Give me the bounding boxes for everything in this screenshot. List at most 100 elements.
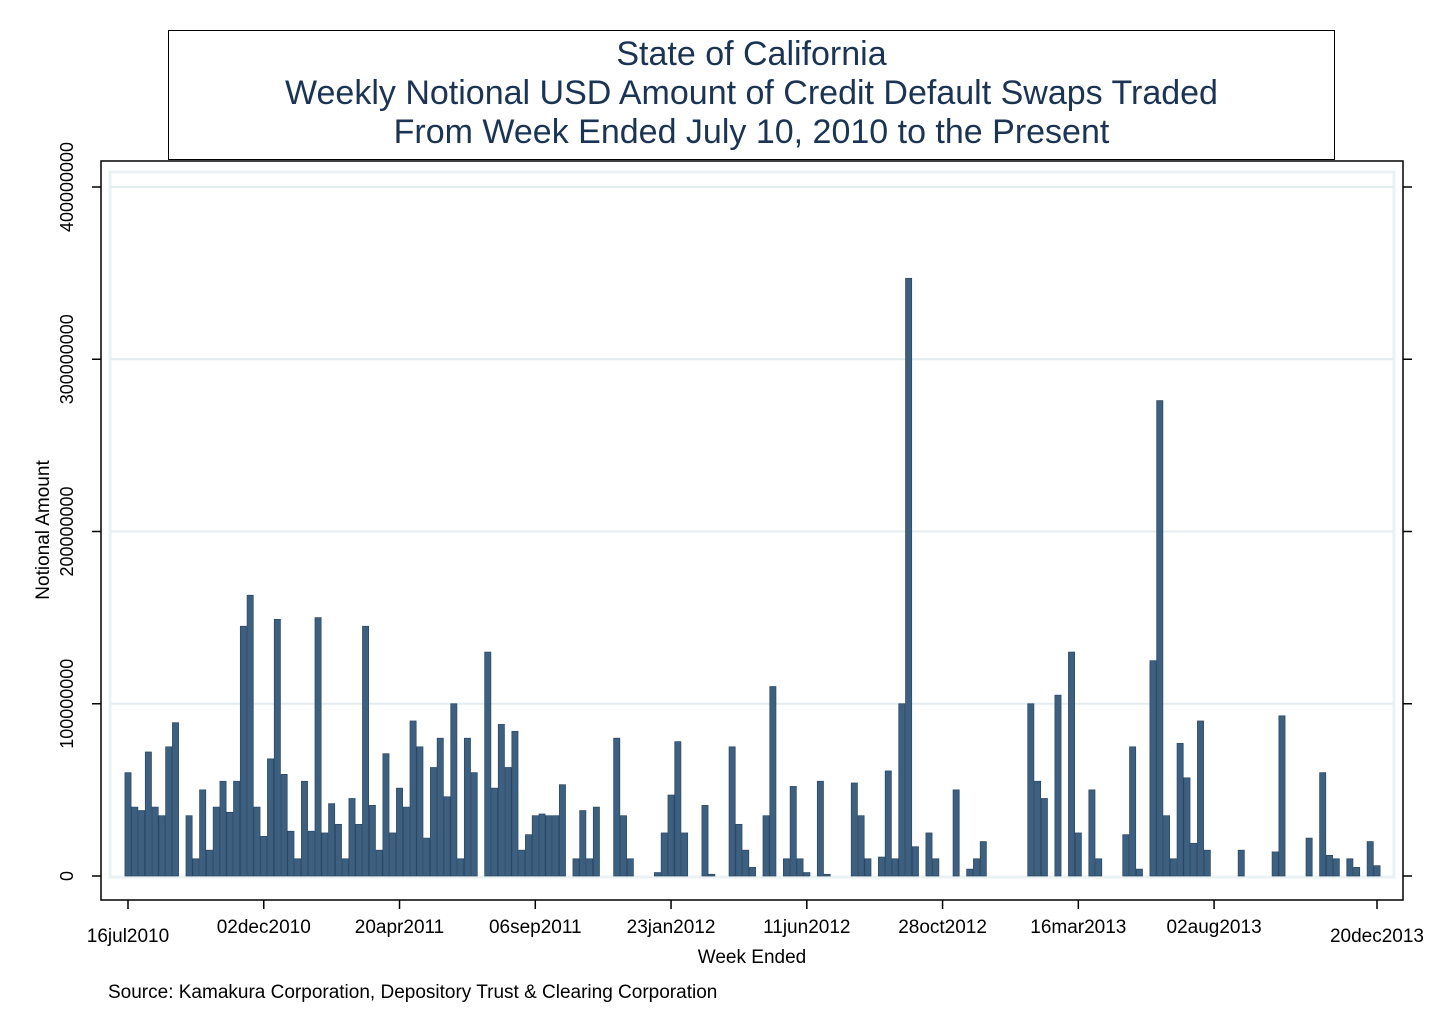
bar (803, 872, 811, 877)
bar (348, 798, 356, 877)
y-tick-label: 400000000 (57, 142, 77, 232)
bar (1319, 772, 1327, 877)
bar (362, 625, 370, 877)
bar (260, 836, 268, 877)
bar (124, 772, 132, 877)
bar (402, 806, 410, 877)
x-tick-label: 23jan2012 (627, 917, 716, 938)
bar (1271, 851, 1279, 877)
bar (898, 703, 906, 877)
bar (558, 784, 566, 877)
bar (341, 858, 349, 877)
bar (701, 805, 709, 877)
x-tick-label: 20dec2013 (1330, 926, 1424, 947)
gridlines (111, 186, 1393, 705)
bar (966, 868, 974, 877)
bar (457, 858, 465, 877)
bar (952, 789, 960, 877)
chart-title-line-1: State of California (616, 35, 887, 73)
bar (1278, 715, 1286, 877)
bar (314, 617, 322, 877)
bar (416, 746, 424, 877)
bar (1183, 777, 1191, 877)
y-tick-label: 0 (57, 871, 77, 881)
bar (246, 594, 254, 877)
bar (1135, 868, 1143, 877)
bar (905, 277, 913, 877)
bar (239, 625, 247, 877)
bar (1129, 746, 1137, 877)
bar (328, 803, 336, 877)
bar (409, 720, 417, 877)
axes: 0 100000000 200000000 300000000 400000000 16j… (57, 142, 1424, 947)
bar (518, 849, 526, 877)
bar (1203, 849, 1211, 877)
bar (1353, 867, 1361, 877)
bar (1176, 743, 1184, 877)
bar (423, 837, 431, 877)
bar (592, 806, 600, 877)
bar (1027, 703, 1035, 877)
bar (287, 830, 295, 877)
bar (762, 815, 770, 877)
bar (226, 811, 234, 877)
bar (749, 867, 756, 877)
bar (878, 856, 885, 877)
bar (1373, 865, 1381, 877)
bar (613, 737, 621, 877)
bar (280, 774, 288, 877)
bar (1040, 798, 1048, 877)
bar (911, 846, 919, 877)
bar (138, 810, 146, 877)
bar (823, 873, 831, 877)
bar (1305, 837, 1313, 877)
bar (375, 849, 383, 877)
bar (321, 832, 329, 877)
bar (674, 741, 682, 877)
bar (782, 858, 790, 877)
bar (470, 772, 478, 877)
bar (504, 767, 512, 877)
bar (1095, 858, 1103, 877)
bar (172, 722, 179, 877)
bar (131, 806, 139, 877)
bar (1088, 789, 1096, 877)
bar (382, 753, 390, 877)
bar (796, 858, 804, 877)
bar (857, 815, 865, 877)
bar (151, 806, 159, 877)
x-tick-label: 20apr2011 (355, 917, 444, 938)
y-tick-label: 200000000 (57, 486, 77, 576)
bar (1068, 651, 1075, 877)
bar (1122, 834, 1130, 877)
bar (450, 703, 458, 877)
bar (525, 834, 532, 877)
bar (579, 810, 587, 877)
bar (355, 823, 363, 877)
y-tick-label: 100000000 (57, 659, 77, 749)
chart-title-box: State of California Weekly Notional USD … (168, 30, 1335, 160)
source-note: Source: Kamakura Corporation, Depository… (108, 982, 718, 1003)
bar (850, 782, 858, 877)
x-tick-label: 11jun2012 (763, 917, 850, 938)
bar (192, 858, 200, 877)
bar (728, 746, 736, 877)
bar (586, 858, 594, 877)
bar (1346, 858, 1354, 877)
bar (253, 806, 261, 877)
bar (1190, 842, 1198, 877)
bar (681, 832, 689, 877)
bar (443, 796, 451, 877)
bar (307, 830, 315, 877)
chart-title-line-2: Weekly Notional USD Amount of Credit Def… (285, 74, 1218, 112)
bar (1149, 660, 1157, 877)
bar (396, 787, 403, 877)
bar (789, 786, 797, 877)
bar (816, 780, 824, 877)
bar (368, 805, 376, 877)
bar (769, 686, 777, 877)
bar (545, 815, 553, 877)
x-tick-label: 28oct2012 (898, 917, 987, 938)
bar (1169, 858, 1177, 877)
bar (430, 767, 437, 877)
